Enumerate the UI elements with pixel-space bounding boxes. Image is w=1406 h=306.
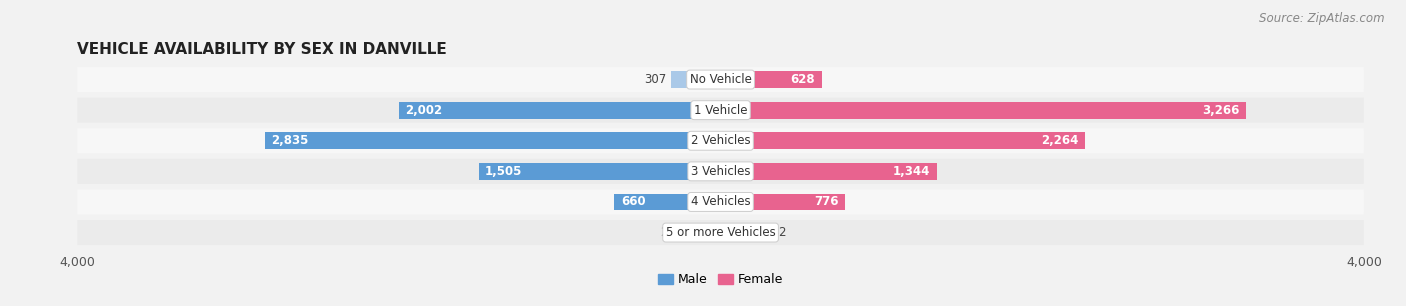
Bar bbox=[721, 194, 845, 211]
Text: 2,835: 2,835 bbox=[271, 134, 308, 147]
Text: 204: 204 bbox=[661, 226, 683, 239]
Text: 242: 242 bbox=[765, 226, 787, 239]
Text: 660: 660 bbox=[621, 196, 645, 208]
Bar bbox=[721, 132, 1084, 149]
Text: No Vehicle: No Vehicle bbox=[689, 73, 752, 86]
Text: Source: ZipAtlas.com: Source: ZipAtlas.com bbox=[1260, 12, 1385, 25]
FancyBboxPatch shape bbox=[77, 67, 1364, 92]
Text: 1,344: 1,344 bbox=[893, 165, 931, 178]
Text: 2 Vehicles: 2 Vehicles bbox=[690, 134, 751, 147]
Text: 1,505: 1,505 bbox=[485, 165, 523, 178]
Bar bbox=[721, 71, 821, 88]
FancyBboxPatch shape bbox=[77, 220, 1364, 245]
Bar bbox=[399, 102, 721, 118]
Text: 2,002: 2,002 bbox=[405, 104, 443, 117]
Text: 5 or more Vehicles: 5 or more Vehicles bbox=[665, 226, 776, 239]
Bar bbox=[478, 163, 721, 180]
Bar bbox=[614, 194, 721, 211]
Text: VEHICLE AVAILABILITY BY SEX IN DANVILLE: VEHICLE AVAILABILITY BY SEX IN DANVILLE bbox=[77, 42, 447, 57]
FancyBboxPatch shape bbox=[77, 159, 1364, 184]
Text: 628: 628 bbox=[790, 73, 815, 86]
Text: 3,266: 3,266 bbox=[1202, 104, 1239, 117]
Bar bbox=[721, 224, 759, 241]
Text: 1 Vehicle: 1 Vehicle bbox=[693, 104, 748, 117]
FancyBboxPatch shape bbox=[77, 128, 1364, 153]
Legend: Male, Female: Male, Female bbox=[658, 273, 783, 286]
Bar bbox=[671, 71, 721, 88]
Text: 4 Vehicles: 4 Vehicles bbox=[690, 196, 751, 208]
Bar bbox=[688, 224, 721, 241]
Text: 3 Vehicles: 3 Vehicles bbox=[690, 165, 751, 178]
Text: 2,264: 2,264 bbox=[1040, 134, 1078, 147]
Text: 776: 776 bbox=[814, 196, 839, 208]
Text: 307: 307 bbox=[644, 73, 666, 86]
Bar bbox=[264, 132, 721, 149]
Bar bbox=[721, 102, 1246, 118]
Bar bbox=[721, 163, 936, 180]
FancyBboxPatch shape bbox=[77, 189, 1364, 215]
FancyBboxPatch shape bbox=[77, 98, 1364, 123]
